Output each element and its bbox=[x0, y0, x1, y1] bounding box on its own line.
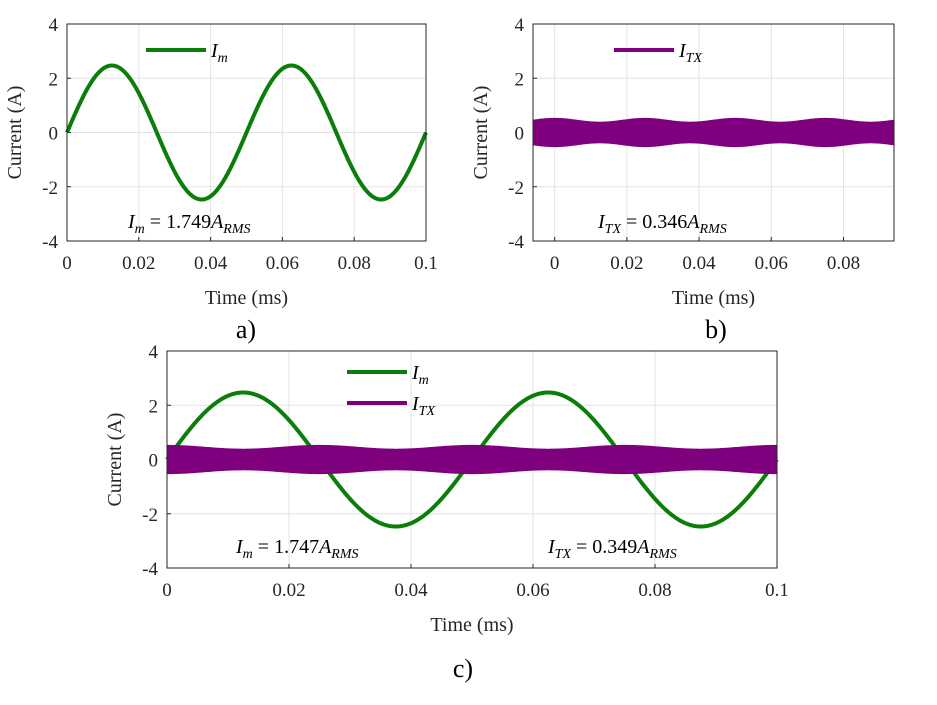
x-axis-label: Time (ms) bbox=[672, 287, 755, 309]
legend-label: ITX bbox=[411, 393, 435, 419]
x-tick-label: 0.08 bbox=[827, 253, 860, 274]
y-tick-label: 4 bbox=[515, 15, 525, 36]
legend-label: ITX bbox=[678, 40, 702, 66]
rms-annotation: ITX = 0.346ARMS bbox=[597, 211, 727, 237]
x-tick-label: 0.06 bbox=[266, 253, 299, 274]
x-tick-label: 0.04 bbox=[394, 580, 428, 601]
x-tick-label: 0.06 bbox=[755, 253, 788, 274]
legend-label: Im bbox=[210, 40, 228, 66]
rms-annotation: Im = 1.749ARMS bbox=[127, 211, 251, 237]
y-axis-label: Current (A) bbox=[4, 86, 26, 180]
panel-label-c: c) bbox=[453, 654, 473, 683]
x-axis-label: Time (ms) bbox=[430, 614, 513, 636]
x-tick-label: 0 bbox=[162, 580, 172, 601]
axes-frame bbox=[66, 23, 427, 242]
x-tick-label: 0.02 bbox=[272, 580, 305, 601]
y-tick-label: -2 bbox=[142, 505, 158, 526]
chart-panel-c: 0 0.02 0.04 0.06 0.08 0.1 -4 -2 0 2 4 Time (ms) Curr… bbox=[104, 342, 789, 636]
panel-label-a: a) bbox=[236, 315, 256, 344]
y-tick-label: 0 bbox=[149, 451, 159, 472]
x-tick-label: 0.08 bbox=[338, 253, 371, 274]
x-tick-label: 0.1 bbox=[414, 253, 438, 274]
axes-frame bbox=[166, 350, 778, 569]
rms-annotation: ITX = 0.349ARMS bbox=[547, 536, 677, 562]
panel-label-b: b) bbox=[705, 315, 727, 344]
y-tick-label: -2 bbox=[508, 178, 524, 199]
axes-frame bbox=[532, 23, 895, 242]
y-tick-label: 2 bbox=[515, 69, 525, 90]
y-tick-label: 0 bbox=[49, 124, 59, 145]
rms-annotation: Im = 1.747ARMS bbox=[235, 536, 359, 562]
y-tick-label: -2 bbox=[42, 178, 58, 199]
x-tick-label: 0 bbox=[550, 253, 560, 274]
x-tick-label: 0.02 bbox=[122, 253, 155, 274]
chart-panel-b: 0 0.02 0.04 0.06 0.08 -4 -2 0 2 4 Time (ms) Current… bbox=[470, 15, 895, 309]
series-im-line bbox=[65, 63, 428, 202]
y-tick-label: -4 bbox=[42, 232, 58, 253]
y-axis-label: Current (A) bbox=[104, 413, 126, 507]
y-tick-label: 4 bbox=[49, 15, 59, 36]
legend-label: Im bbox=[411, 362, 429, 388]
y-tick-label: -4 bbox=[508, 232, 524, 253]
chart-panel-a: 0 0.02 0.04 0.06 0.08 0.1 -4 -2 0 2 4 Time (ms) Curr… bbox=[4, 15, 438, 309]
x-axis-label: Time (ms) bbox=[205, 287, 288, 309]
x-tick-label: 0.1 bbox=[765, 580, 789, 601]
x-tick-label: 0.08 bbox=[638, 580, 671, 601]
x-tick-label: 0.06 bbox=[516, 580, 549, 601]
x-tick-label: 0.04 bbox=[682, 253, 716, 274]
y-tick-label: 0 bbox=[515, 124, 525, 145]
y-tick-label: 2 bbox=[49, 69, 59, 90]
y-axis-label: Current (A) bbox=[470, 86, 492, 180]
y-tick-label: 4 bbox=[149, 342, 159, 363]
x-tick-label: 0.04 bbox=[194, 253, 228, 274]
series-itx-band bbox=[532, 117, 895, 148]
x-tick-label: 0 bbox=[62, 253, 72, 274]
series-itx-band bbox=[166, 444, 778, 475]
y-tick-label: 2 bbox=[149, 396, 159, 417]
x-tick-label: 0.02 bbox=[610, 253, 643, 274]
y-tick-label: -4 bbox=[142, 559, 158, 580]
